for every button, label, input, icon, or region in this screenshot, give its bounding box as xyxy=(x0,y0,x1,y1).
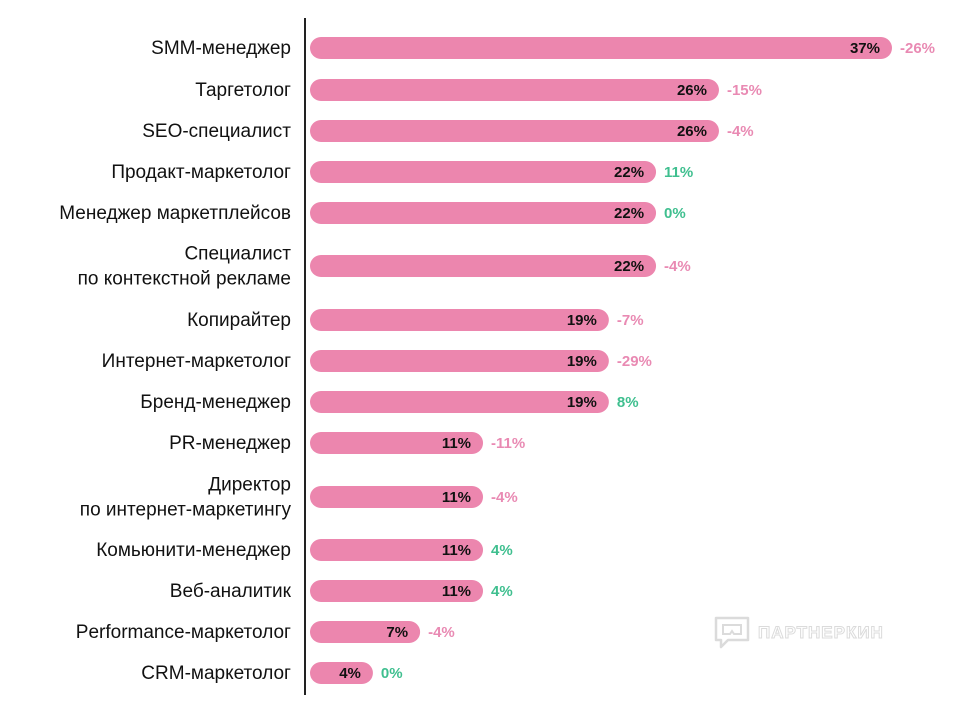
bar-value-label: 22% xyxy=(614,258,644,275)
bar-group: 26% -4% SEO-специалист xyxy=(142,120,754,142)
bar xyxy=(310,539,484,561)
bar xyxy=(310,161,657,183)
category-label: Директор по интернет-маркетингу xyxy=(80,475,292,521)
bar-value-label: 7% xyxy=(386,624,408,641)
bar-value-label: 19% xyxy=(567,353,597,370)
category-label-line: Бренд-менеджер xyxy=(140,392,291,413)
change-label: -29% xyxy=(617,353,652,370)
bar xyxy=(310,662,373,684)
bar-group: 26% -15% Таргетолог xyxy=(195,79,762,101)
bar xyxy=(310,79,719,101)
bar xyxy=(310,580,484,602)
watermark-text: ПАРТНЕРКИН xyxy=(758,623,884,643)
change-label: -4% xyxy=(491,489,518,506)
bar xyxy=(310,37,892,59)
bar-group: 37% -26% SMM-менеджер xyxy=(151,37,935,59)
bar-group: 22% -4% Специалист по контекстной рекламе xyxy=(78,244,691,290)
category-label-line: Продакт-маркетолог xyxy=(111,162,291,183)
bar-group: 19% 8% Бренд-менеджер xyxy=(140,391,639,413)
watermark: ПАРТНЕРКИН xyxy=(712,613,884,653)
category-label-line: Менеджер маркетплейсов xyxy=(59,203,291,224)
bar xyxy=(310,202,657,224)
category-label: Продакт-маркетолог xyxy=(111,162,291,183)
change-label: -4% xyxy=(727,123,754,140)
bar-value-label: 4% xyxy=(339,665,361,682)
change-label: 8% xyxy=(617,394,639,411)
bar-value-label: 37% xyxy=(850,40,880,57)
bar xyxy=(310,391,609,413)
bar-value-label: 11% xyxy=(442,489,471,506)
category-label: Performance-маркетолог xyxy=(76,622,291,643)
bar-value-label: 26% xyxy=(677,82,707,99)
bar-value-label: 11% xyxy=(442,583,471,600)
category-label: PR-менеджер xyxy=(169,433,291,454)
category-label-line: Комьюнити-менеджер xyxy=(96,540,291,561)
bar-group: 7% -4% Performance-маркетолог xyxy=(76,621,455,643)
category-label-line: CRM-маркетолог xyxy=(141,663,291,684)
category-label-line: Таргетолог xyxy=(195,80,291,101)
bar-value-label: 19% xyxy=(567,394,597,411)
category-label-line: SEO-специалист xyxy=(142,121,291,142)
bar-group: 11% 4% Комьюнити-менеджер xyxy=(96,539,513,561)
category-label-line: Интернет-маркетолог xyxy=(102,351,291,372)
bar-group: 19% -7% Копирайтер xyxy=(187,309,644,331)
category-label: SMM-менеджер xyxy=(151,38,291,59)
category-label-line: Веб-аналитик xyxy=(170,581,292,602)
change-label: 0% xyxy=(381,665,403,682)
category-label: Веб-аналитик xyxy=(170,581,292,602)
bar-group: 11% -4% Директор по интернет-маркетингу xyxy=(80,475,518,521)
category-label: Комьюнити-менеджер xyxy=(96,540,291,561)
category-label-line: SMM-менеджер xyxy=(151,38,291,59)
speech-bubble-logo-icon xyxy=(714,616,750,649)
bar-group: 11% -11% PR-менеджер xyxy=(169,432,525,454)
change-label: -4% xyxy=(428,624,455,641)
bar-value-label: 22% xyxy=(614,164,644,181)
category-label-line: по контекстной рекламе xyxy=(78,269,291,290)
category-label: Специалист по контекстной рекламе xyxy=(78,244,292,290)
category-label: Менеджер маркетплейсов xyxy=(59,203,291,224)
bar-group: 22% 11% Продакт-маркетолог xyxy=(111,161,693,183)
category-label-line: Директор xyxy=(208,475,291,496)
category-label: Бренд-менеджер xyxy=(140,392,291,413)
bar-value-label: 22% xyxy=(614,205,644,222)
bar xyxy=(310,621,421,643)
bar-value-label: 19% xyxy=(567,312,597,329)
bar xyxy=(310,255,657,277)
bar-group: 4% 0% CRM-маркетолог xyxy=(141,662,403,684)
change-label: -11% xyxy=(491,435,525,452)
bar xyxy=(310,120,719,142)
change-label: -4% xyxy=(664,258,691,275)
bar-value-label: 26% xyxy=(677,123,707,140)
change-label: 4% xyxy=(491,542,513,559)
bars-layer: 37% -26% SMM-менеджер 26% -15% Таргетолог 26% -… xyxy=(59,37,935,684)
bar xyxy=(310,486,484,508)
category-label-line: по интернет-маркетингу xyxy=(80,500,292,521)
bar-group: 22% 0% Менеджер маркетплейсов xyxy=(59,202,686,224)
category-label: Копирайтер xyxy=(187,310,291,331)
bar xyxy=(310,432,484,454)
category-label: Таргетолог xyxy=(195,80,291,101)
category-label-line: PR-менеджер xyxy=(169,433,291,454)
bar-group: 11% 4% Веб-аналитик xyxy=(170,580,513,602)
change-label: -7% xyxy=(617,312,644,329)
category-label-line: Специалист xyxy=(184,244,291,265)
bar xyxy=(310,309,609,331)
change-label: 11% xyxy=(664,164,693,181)
bar-group: 19% -29% Интернет-маркетолог xyxy=(102,350,652,372)
category-label-line: Копирайтер xyxy=(187,310,291,331)
bar xyxy=(310,350,609,372)
change-label: 4% xyxy=(491,583,513,600)
change-label: -15% xyxy=(727,82,762,99)
category-label-line: Performance-маркетолог xyxy=(76,622,291,643)
bar-value-label: 11% xyxy=(442,435,471,452)
change-label: 0% xyxy=(664,205,686,222)
change-label: -26% xyxy=(900,40,935,57)
bar-value-label: 11% xyxy=(442,542,471,559)
category-label: Интернет-маркетолог xyxy=(102,351,291,372)
category-label: CRM-маркетолог xyxy=(141,663,291,684)
category-label: SEO-специалист xyxy=(142,121,291,142)
